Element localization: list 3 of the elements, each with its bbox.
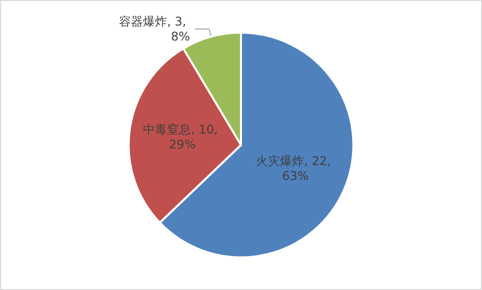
slice-label: 容器爆炸, 3, 8% — [119, 14, 190, 44]
slice-label: 中毒窒息, 10, 29% — [143, 122, 222, 152]
slice-label: 火灾爆炸, 22, 63% — [256, 154, 335, 183]
